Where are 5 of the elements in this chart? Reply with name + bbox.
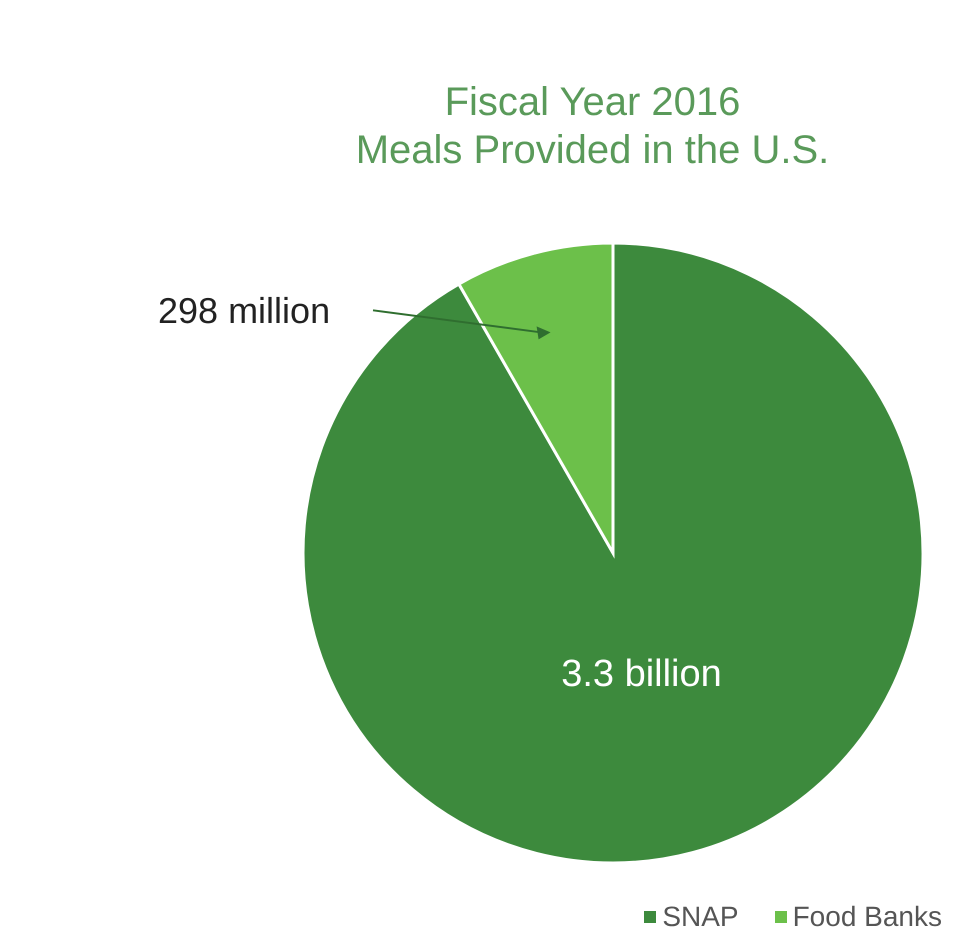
legend-label: Food Banks: [792, 901, 942, 933]
data-label: 3.3 billion: [561, 652, 722, 695]
chart-title: Fiscal Year 2016 Meals Provided in the U.S.: [354, 79, 830, 174]
data-label: 298 million: [158, 290, 330, 331]
legend-label: SNAP: [661, 901, 739, 933]
